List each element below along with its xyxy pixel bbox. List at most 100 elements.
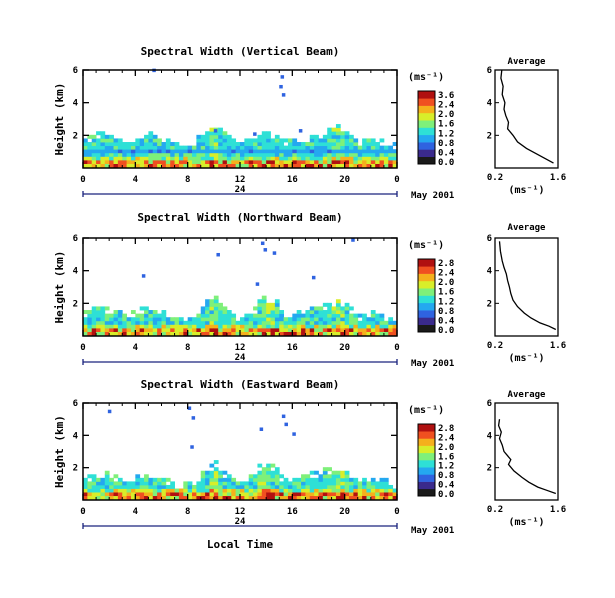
heatmap-cell [253, 492, 258, 497]
heatmap-cell [383, 152, 389, 157]
heatmap-cell [213, 460, 219, 465]
heatmap-cell [370, 488, 376, 493]
heatmap-cell [235, 159, 241, 164]
heatmap-cell [213, 492, 219, 497]
y-tick-label: 4 [73, 431, 79, 441]
heatmap-cell [170, 159, 175, 164]
heatmap-cell [148, 159, 154, 164]
heatmap-cell [144, 317, 149, 322]
heatmap-cell [109, 159, 114, 164]
heatmap-cell [335, 138, 341, 143]
heatmap-cell [152, 324, 158, 329]
heatmap-cell [135, 159, 141, 164]
heatmap-cell [83, 477, 88, 482]
heatmap-cell [104, 481, 110, 486]
heatmap-cell [292, 327, 298, 332]
heatmap-cell [362, 320, 367, 325]
heatmap-cell [274, 327, 280, 332]
heatmap-cell [144, 159, 149, 164]
x-tick-label: 4 [133, 175, 139, 185]
heatmap-cell [261, 152, 267, 157]
heatmap-cell [349, 327, 354, 332]
heatmap-cell [392, 156, 398, 161]
x-tick-label: 0 [394, 507, 399, 517]
heatmap-cell [383, 324, 389, 329]
heatmap-cell [144, 331, 149, 336]
heatmap-cell [192, 152, 197, 157]
colorbar-tick-label: 2.4 [438, 101, 455, 111]
heatmap-cell [117, 310, 123, 315]
heatmap-cell [301, 488, 306, 493]
heatmap-cell [266, 302, 271, 307]
heatmap-cell [331, 317, 337, 322]
heatmap-cell [183, 481, 189, 486]
heatmap-cell [231, 159, 237, 164]
heatmap-cell [266, 138, 271, 143]
heatmap-cell [222, 152, 228, 157]
heatmap-cell [287, 159, 293, 164]
heatmap-cell [366, 163, 372, 168]
heatmap-cell [235, 145, 241, 150]
heatmap-cell [340, 156, 346, 161]
heatmap-cell [266, 320, 271, 325]
heatmap-cell [144, 481, 149, 486]
heatmap-cell [274, 467, 280, 472]
heatmap-cell [279, 320, 285, 325]
heatmap-cell [305, 152, 311, 157]
heatmap-cell [161, 156, 167, 161]
heatmap-cell [366, 484, 372, 489]
heatmap-cell [91, 474, 97, 479]
heatmap-cell [283, 317, 289, 322]
heatmap-cell [152, 495, 158, 500]
heatmap-cell [222, 156, 228, 161]
heatmap-cell [83, 310, 88, 315]
heatmap-cell [109, 492, 114, 497]
heatmap-cell [270, 152, 276, 157]
heatmap-cell [157, 145, 162, 150]
heatmap-cells [83, 68, 398, 168]
heatmap-cell [327, 484, 332, 489]
heatmap-cell [157, 142, 162, 147]
heatmap-cell [349, 134, 354, 139]
heatmap-cell [144, 313, 149, 318]
y-tick-label: 6 [73, 399, 78, 409]
heatmap-cell [139, 484, 145, 489]
heatmap-cell [296, 484, 302, 489]
heatmap-cell [235, 327, 241, 332]
heatmap-cell [91, 331, 97, 336]
colorbar-swatch [418, 259, 435, 267]
heatmap-cell [200, 317, 206, 322]
heatmap-cell [349, 492, 354, 497]
heatmap-cell [301, 152, 306, 157]
heatmap-cell [209, 302, 215, 307]
colorbar-frame [417, 258, 436, 333]
heatmap-cell [261, 306, 267, 311]
heatmap-cell [244, 142, 250, 147]
heatmap-cell [226, 481, 232, 486]
heatmap-cell [244, 313, 250, 318]
heatmap-cell [379, 327, 385, 332]
heatmap-cell [161, 324, 167, 329]
heatmap-cell [100, 149, 106, 154]
heatmap-cell [392, 331, 398, 336]
heatmap-cell [231, 481, 237, 486]
heatmap-cell [270, 306, 276, 311]
heatmap-cell [318, 495, 324, 500]
heatmap-cell [144, 484, 149, 489]
heatmap-cell [309, 138, 315, 143]
heatmap-cell [100, 134, 106, 139]
heatmap-cell [222, 163, 228, 168]
heatmap-cell [253, 317, 258, 322]
heatmap-cell [318, 149, 324, 154]
heatmap-cell [96, 320, 101, 325]
x-tick-label: 12 [235, 343, 246, 353]
heatmap-cell [248, 320, 254, 325]
heatmap-cell [283, 159, 289, 164]
heatmap-cell [270, 310, 276, 315]
heatmap-cell [270, 492, 276, 497]
heatmap-cell [165, 142, 171, 147]
heatmap-cell [292, 163, 298, 168]
colorbar-unit: (ms⁻¹) [408, 405, 444, 416]
heatmap-cell [274, 324, 280, 329]
heatmap-cell [375, 152, 380, 157]
